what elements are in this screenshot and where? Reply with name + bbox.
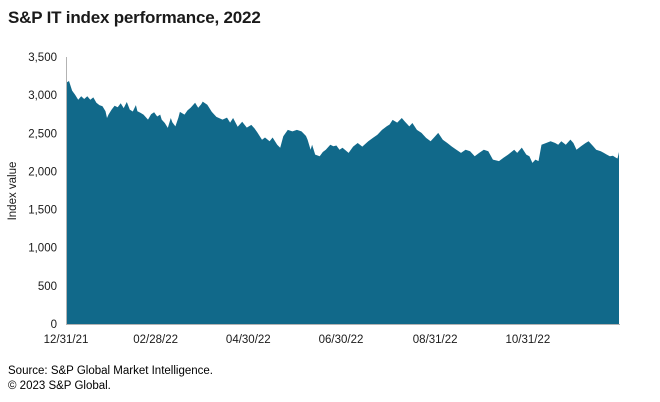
y-tick-label: 2,000 [28,166,57,178]
y-tick-label: 1,500 [28,205,57,217]
y-tick-label: 3,000 [28,90,57,102]
y-tick-label: 500 [38,281,57,293]
y-tick-label: 2,500 [28,128,57,140]
source-line: Source: S&P Global Market Intelligence. [8,365,213,377]
x-tick-label: 04/30/22 [226,334,271,346]
x-tick-label: 10/31/22 [505,334,550,346]
y-tick-label: 1,000 [28,243,57,255]
index-area-series [66,81,619,324]
copyright-line: © 2023 S&P Global. [8,380,111,392]
source-note: Source: S&P Global Market Intelligence. … [8,364,213,394]
x-tick-label: 12/31/21 [44,334,89,346]
x-tick-label: 08/31/22 [413,334,458,346]
y-tick-label: 0 [51,319,57,331]
x-tick-label: 06/30/22 [319,334,364,346]
chart-title: S&P IT index performance, 2022 [8,8,261,27]
y-tick-label: 3,500 [28,52,57,64]
x-tick-label: 02/28/22 [133,334,178,346]
